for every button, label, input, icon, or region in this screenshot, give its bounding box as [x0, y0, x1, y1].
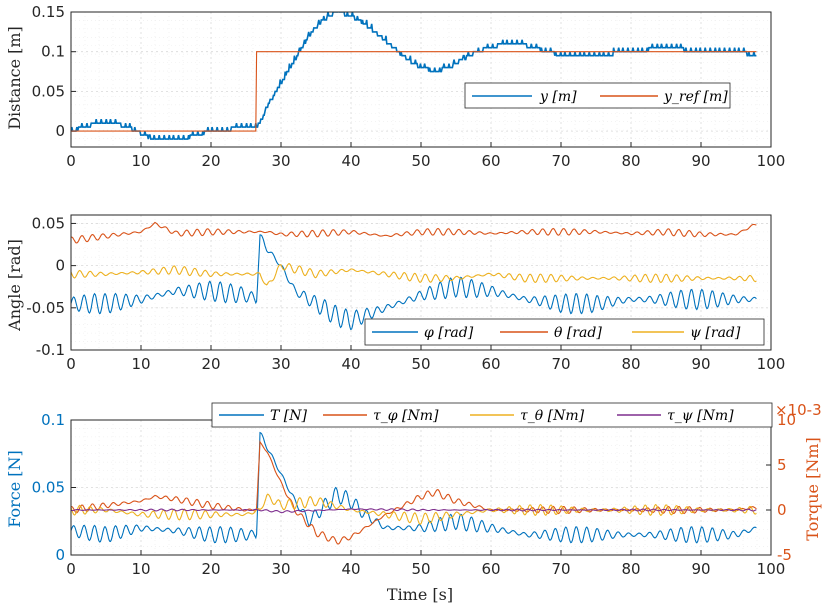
torque-exponent: ×10-3 [775, 401, 822, 419]
legend-phi: φ [rad] [424, 325, 474, 341]
y-right-tick-label: 5 [777, 456, 787, 474]
x-tick-label: 50 [411, 560, 430, 578]
x-tick-label: 100 [757, 152, 786, 170]
x-tick-label: 30 [271, 152, 290, 170]
y-tick-label: 0.15 [32, 3, 65, 21]
series-line [71, 221, 757, 244]
x-tick-label: 80 [621, 560, 640, 578]
x-tick-label: 90 [691, 560, 710, 578]
series-line [71, 263, 757, 286]
force-torque-panel: 0 10 20 30 40 50 60 70 80 90 100 0 0.05 0.1 -5 0 5 10 [32, 411, 797, 578]
angle-ylabel: Angle [rad] [5, 239, 24, 332]
legend-tau-psi: τ_ψ [Nm] [667, 408, 734, 424]
x-tick-label: 0 [66, 560, 76, 578]
x-tick-label: 40 [341, 152, 360, 170]
y-tick-label: 0 [55, 122, 65, 140]
distance-legend: y [m] y_ref [m] [464, 82, 731, 109]
y-tick-label: 0.1 [41, 411, 65, 429]
x-tick-label: 40 [341, 355, 360, 373]
y-tick-label: 0 [55, 546, 65, 564]
force-legend: T [N] τ_φ [Nm] τ_θ [Nm] τ_ψ [Nm] [211, 402, 773, 428]
y-tick-label: 0.05 [32, 82, 65, 100]
legend-theta: θ [rad] [554, 325, 602, 341]
legend-yref: y_ref [m] [663, 89, 728, 105]
x-tick-label: 60 [481, 355, 500, 373]
x-tick-label: 20 [201, 560, 220, 578]
x-tick-label: 50 [411, 355, 430, 373]
distance-ylabel: Distance [m] [5, 26, 24, 130]
x-tick-label: 100 [757, 355, 786, 373]
x-tick-label: 90 [691, 152, 710, 170]
x-tick-label: 80 [621, 355, 640, 373]
torque-ylabel: Torque [Nm] [803, 437, 822, 540]
time-xlabel: Time [s] [387, 585, 453, 604]
x-tick-label: 30 [271, 355, 290, 373]
x-tick-label: 10 [131, 560, 150, 578]
x-tick-label: 10 [131, 152, 150, 170]
x-tick-label: 70 [551, 355, 570, 373]
x-tick-label: 0 [66, 152, 76, 170]
x-tick-label: 70 [551, 560, 570, 578]
distance-panel: 0 10 20 30 40 50 60 70 80 90 100 0 0.05 0.1 0.15 [32, 3, 786, 170]
y-right-tick-label: 0 [777, 501, 787, 519]
y-right-tick-label: 10 [777, 411, 796, 429]
x-tick-label: 100 [757, 560, 786, 578]
y-tick-label: 0.1 [41, 43, 65, 61]
legend-psi: ψ [rad] [690, 325, 741, 341]
x-tick-label: 90 [691, 355, 710, 373]
x-tick-label: 30 [271, 560, 290, 578]
y-tick-label: 0.05 [32, 479, 65, 497]
angle-legend: φ [rad] θ [rad] ψ [rad] [364, 318, 765, 346]
series-line [71, 12, 757, 140]
x-tick-label: 40 [341, 560, 360, 578]
x-tick-label: 80 [621, 152, 640, 170]
series-line [71, 51, 757, 132]
y-tick-label: -0.1 [36, 341, 65, 359]
x-tick-label: 0 [66, 355, 76, 373]
x-tick-label: 20 [201, 152, 220, 170]
legend-thrust: T [N] [270, 408, 308, 424]
y-tick-label: 0 [55, 257, 65, 275]
y-tick-label: -0.05 [26, 299, 65, 317]
x-tick-label: 70 [551, 152, 570, 170]
angle-panel: 0 10 20 30 40 50 60 70 80 90 100 -0.1 -0.05 0 0.05 [26, 214, 785, 373]
x-tick-label: 50 [411, 152, 430, 170]
x-tick-label: 60 [481, 152, 500, 170]
y-tick-label: 0.05 [32, 214, 65, 232]
series-line [71, 234, 757, 331]
force-ylabel: Force [N] [5, 450, 24, 528]
y-right-tick-label: -5 [777, 546, 792, 564]
x-tick-label: 20 [201, 355, 220, 373]
legend-tau-theta: τ_θ [Nm] [520, 408, 585, 424]
x-tick-label: 60 [481, 560, 500, 578]
series-line [71, 431, 757, 544]
x-tick-label: 10 [131, 355, 150, 373]
legend-tau-phi: τ_φ [Nm] [373, 408, 439, 424]
legend-y: y [m] [539, 89, 577, 105]
series-line [71, 508, 757, 514]
